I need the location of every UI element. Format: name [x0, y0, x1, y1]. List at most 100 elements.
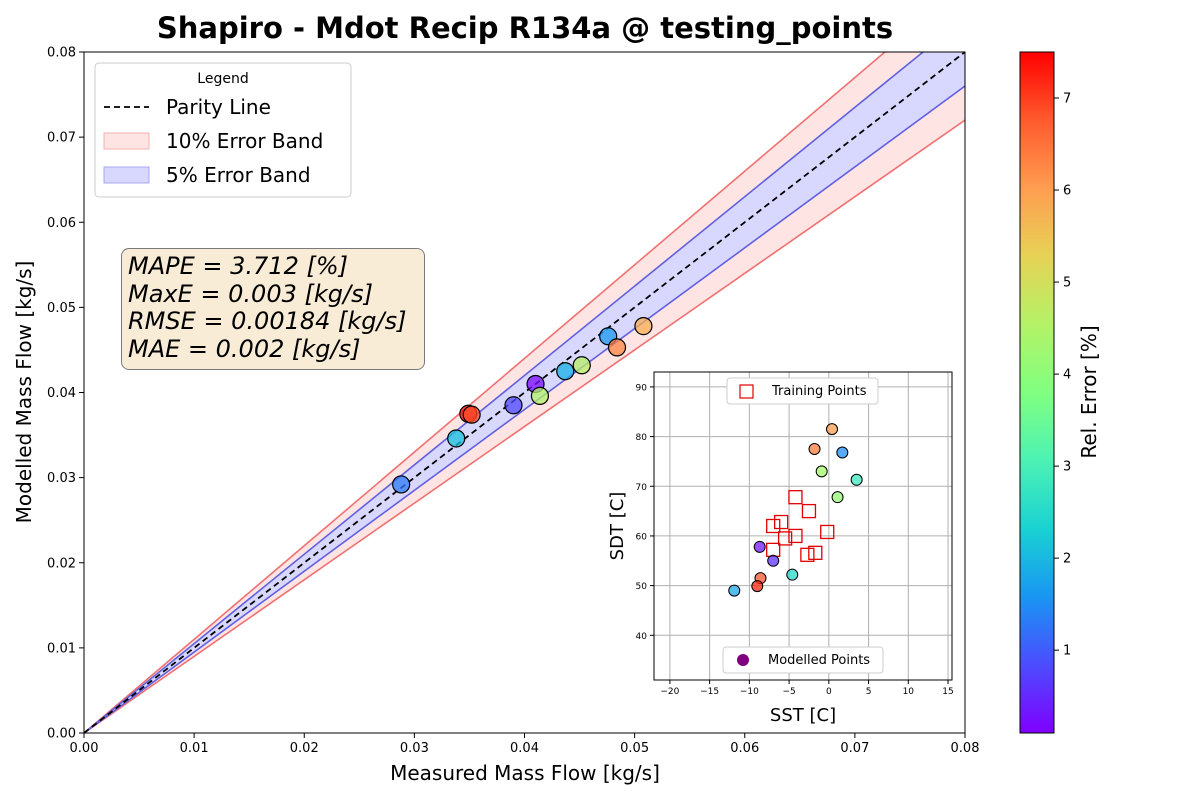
inset-legend-bottom: Modelled Points: [722, 646, 884, 674]
x-tick-label-0: 0.00: [70, 741, 99, 756]
legend-5pct-swatch: [103, 166, 150, 184]
inset-training-points: [766, 490, 835, 562]
colorbar-label: Rel. Error [%]: [1077, 325, 1101, 458]
training-point-9: [800, 547, 815, 562]
chart-title: Shapiro - Mdot Recip R134a @ testing_poi…: [157, 11, 893, 45]
inset-x-axis-label: SST [C]: [770, 705, 836, 726]
inset-x-tick-label-3: −5: [782, 687, 795, 697]
inset-background: [654, 372, 952, 680]
training-point-1: [801, 503, 817, 519]
modelled-point-4: [850, 473, 863, 486]
inset-frame: [653, 371, 953, 681]
training-point-5: [788, 528, 803, 544]
legend-10pct-swatch: [103, 132, 150, 150]
x-tick-label-1: 0.01: [180, 741, 209, 756]
data-point-0: [392, 475, 411, 494]
training-point-4: [777, 531, 793, 546]
colorbar-tick-label-5: 6: [1063, 184, 1071, 199]
data-point-1: [447, 429, 466, 448]
inset-x-tick-label-6: 10: [903, 687, 915, 697]
data-point-3: [462, 405, 481, 424]
x-tick-label-6: 0.06: [730, 741, 759, 756]
inset-y-tick-label-1: 50: [636, 582, 648, 592]
colorbar-tick-label-4: 5: [1063, 276, 1071, 291]
colorbar-tick-label-6: 7: [1063, 92, 1071, 107]
stat-mae: MAE = 0.002 [kg/s]: [128, 334, 361, 363]
y-tick-label-3: 0.03: [47, 471, 76, 486]
data-point-7: [556, 362, 575, 381]
y-tick-label-4: 0.04: [47, 386, 76, 401]
colorbar-axis: 1 2 3 4 5 6 7: [1054, 92, 1071, 659]
inset-y-tick-label-4: 80: [636, 433, 648, 443]
data-point-6: [530, 386, 550, 406]
x-tick-label-8: 0.08: [951, 741, 980, 756]
x-tick-label-5: 0.05: [620, 741, 649, 756]
inset-x-tick-label-1: −15: [700, 687, 719, 697]
y-tick-label-2: 0.02: [47, 556, 76, 571]
modelled-point-7: [767, 554, 780, 567]
stat-maxe: MaxE = 0.003 [kg/s]: [128, 279, 373, 308]
stats-box: MAPE = 3.712 [%] MaxE = 0.003 [kg/s] RMS…: [121, 248, 425, 370]
x-tick-label-7: 0.07: [840, 741, 869, 756]
inset-y-tick-label-0: 40: [636, 632, 648, 642]
colorbar-tick-label-2: 3: [1063, 460, 1071, 475]
legend-entry-5pct: 5% Error Band: [166, 163, 311, 187]
main-scatter-points: [392, 317, 653, 494]
inset-x-axis: −20 −15 −10 −5 0 5 10 15: [660, 680, 954, 697]
y-tick-label-1: 0.01: [47, 641, 76, 656]
training-point-2: [773, 514, 789, 530]
legend-entry-parity: Parity Line: [166, 95, 271, 119]
inset-y-axis: 40 50 60 70 80 90: [636, 383, 654, 642]
inset-legend-training-label: Training Points: [771, 384, 867, 399]
colorbar-tick-label-1: 2: [1063, 552, 1071, 567]
inset-x-tick-label-0: −20: [660, 687, 679, 697]
legend: Legend Parity Line 10% Error Band 5% Err…: [94, 62, 352, 198]
inset-y-tick-label-2: 60: [636, 532, 648, 542]
modelled-point-10: [751, 580, 764, 593]
main-x-axis: 0.00 0.01 0.02 0.03 0.04 0.05 0.06 0.07 0.08: [70, 733, 980, 756]
modelled-point-2: [836, 446, 849, 459]
x-tick-label-4: 0.04: [510, 741, 539, 756]
data-point-11: [634, 317, 653, 336]
main-x-axis-label: Measured Mass Flow [kg/s]: [390, 761, 660, 785]
inset-x-tick-label-4: 0: [826, 687, 832, 697]
inset-x-tick-label-2: −10: [740, 687, 759, 697]
y-tick-label-7: 0.07: [47, 131, 76, 146]
x-tick-label-2: 0.02: [290, 741, 319, 756]
legend-entry-10pct: 10% Error Band: [166, 129, 323, 153]
legend-box: [94, 62, 352, 198]
inset-legend-top-box: [726, 377, 879, 405]
colorbar-frame: [1019, 51, 1055, 734]
inset-legend-modelled-label: Modelled Points: [768, 653, 870, 668]
inset-legend-top: Training Points: [726, 377, 879, 405]
colorbar-tick-label-3: 4: [1063, 368, 1071, 383]
training-point-0: [788, 490, 803, 505]
parity-line: [83, 51, 966, 734]
modelled-point-11: [728, 584, 741, 597]
data-point-10: [607, 338, 627, 357]
error-band-lower-edge-1: [84, 85, 965, 733]
inset-y-tick-label-5: 90: [636, 383, 648, 393]
modelled-point-6: [753, 540, 766, 553]
y-tick-label-6: 0.06: [47, 216, 76, 231]
data-point-8: [572, 356, 591, 375]
inset-legend-bottom-box: [722, 646, 884, 674]
inset-modelled-points: [728, 423, 863, 597]
stat-mape: MAPE = 3.712 [%]: [128, 252, 348, 280]
modelled-point-5: [831, 491, 844, 504]
legend-title: Legend: [197, 71, 248, 87]
modelled-point-8: [786, 568, 799, 581]
training-point-3: [766, 518, 781, 534]
x-tick-label-3: 0.03: [400, 741, 429, 756]
y-tick-label-5: 0.05: [47, 301, 76, 316]
modelled-point-3: [815, 465, 828, 478]
training-point-8: [808, 545, 823, 560]
y-tick-label-0: 0.00: [47, 727, 76, 742]
main-y-axis-label: Modelled Mass Flow [kg/s]: [12, 261, 36, 524]
modelled-point-0: [826, 423, 839, 436]
main-y-axis: 0.00 0.01 0.02 0.03 0.04 0.05 0.06 0.07 0.08: [47, 46, 84, 742]
training-point-6: [820, 524, 835, 540]
inset-y-axis-label: SDT [C]: [607, 492, 628, 561]
